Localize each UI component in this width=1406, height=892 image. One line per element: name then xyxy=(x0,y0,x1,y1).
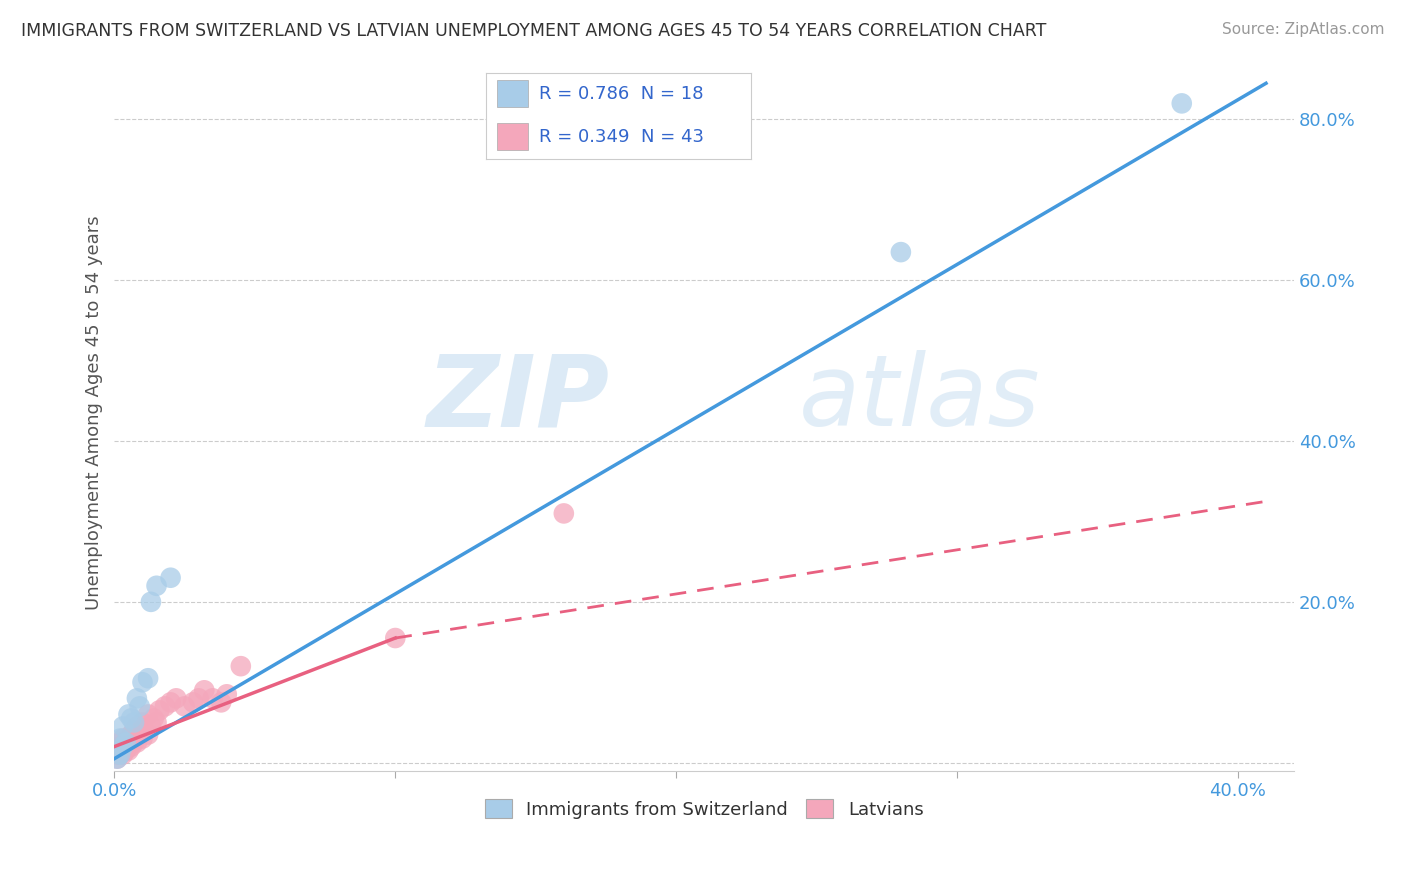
Point xyxy=(114,735,136,749)
Point xyxy=(120,711,142,725)
Point xyxy=(145,715,167,730)
Point xyxy=(114,735,136,749)
Point xyxy=(117,707,139,722)
Point xyxy=(139,595,162,609)
Text: ZIP: ZIP xyxy=(427,350,610,447)
Point xyxy=(136,727,159,741)
Point xyxy=(111,731,134,746)
Point xyxy=(131,731,153,746)
Point xyxy=(131,675,153,690)
Point xyxy=(229,659,252,673)
Point xyxy=(111,739,134,754)
Point xyxy=(159,695,181,709)
Point xyxy=(165,691,187,706)
Point xyxy=(136,671,159,685)
Point xyxy=(111,719,134,733)
Point xyxy=(145,579,167,593)
Point xyxy=(105,747,128,762)
Point xyxy=(193,683,215,698)
Point xyxy=(187,691,209,706)
Point xyxy=(105,739,128,754)
Text: IMMIGRANTS FROM SWITZERLAND VS LATVIAN UNEMPLOYMENT AMONG AGES 45 TO 54 YEARS CO: IMMIGRANTS FROM SWITZERLAND VS LATVIAN U… xyxy=(21,22,1046,40)
Point xyxy=(148,703,170,717)
Point xyxy=(553,507,575,521)
Point xyxy=(128,727,150,741)
Point xyxy=(139,719,162,733)
Point xyxy=(122,735,145,749)
Point xyxy=(201,691,224,706)
Point xyxy=(1171,96,1194,111)
Point xyxy=(117,743,139,757)
Point xyxy=(128,699,150,714)
Y-axis label: Unemployment Among Ages 45 to 54 years: Unemployment Among Ages 45 to 54 years xyxy=(86,216,103,610)
Point xyxy=(125,735,148,749)
Point xyxy=(111,747,134,762)
Point xyxy=(159,571,181,585)
Point xyxy=(117,739,139,754)
Legend: Immigrants from Switzerland, Latvians: Immigrants from Switzerland, Latvians xyxy=(478,792,931,826)
Point xyxy=(120,727,142,741)
Point xyxy=(125,719,148,733)
Text: atlas: atlas xyxy=(799,350,1040,447)
Point xyxy=(384,631,406,645)
Point xyxy=(114,743,136,757)
Point xyxy=(105,751,128,765)
Point xyxy=(215,687,238,701)
Point xyxy=(125,691,148,706)
Point xyxy=(890,245,912,260)
Point xyxy=(181,695,204,709)
Point xyxy=(131,715,153,730)
Point xyxy=(153,699,176,714)
Point xyxy=(108,747,131,762)
Point xyxy=(108,743,131,757)
Point xyxy=(122,715,145,730)
Point xyxy=(122,723,145,738)
Text: Source: ZipAtlas.com: Source: ZipAtlas.com xyxy=(1222,22,1385,37)
Point xyxy=(209,695,232,709)
Point xyxy=(105,743,128,757)
Point xyxy=(136,707,159,722)
Point xyxy=(108,747,131,762)
Point xyxy=(105,751,128,765)
Point xyxy=(108,735,131,749)
Point xyxy=(117,731,139,746)
Point xyxy=(173,699,195,714)
Point xyxy=(142,711,165,725)
Point xyxy=(120,739,142,754)
Point xyxy=(111,739,134,754)
Point xyxy=(108,731,131,746)
